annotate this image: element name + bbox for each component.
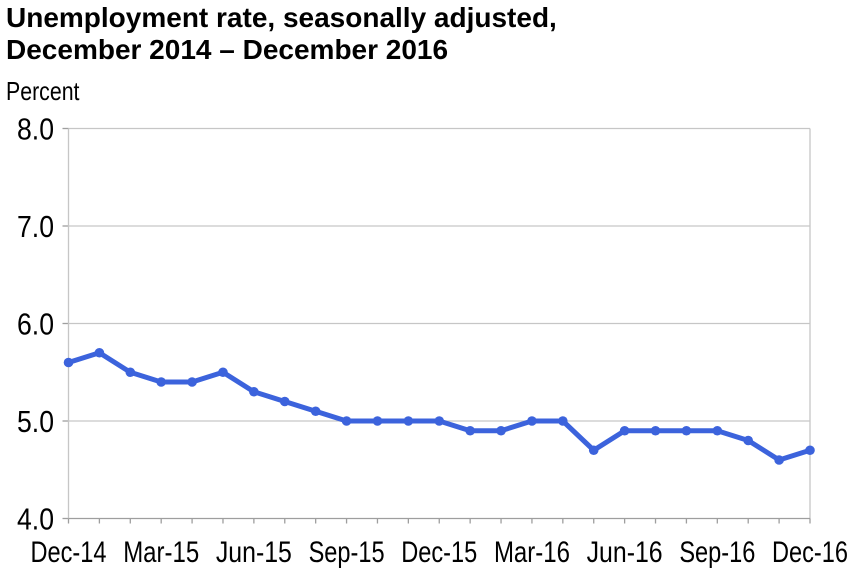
data-point: [743, 435, 754, 446]
y-axis-tick-label: 8.0: [17, 112, 54, 147]
y-axis-tick-label: 5.0: [17, 404, 54, 439]
x-axis-tick-label: Sep-15: [309, 536, 385, 569]
data-point: [94, 347, 105, 358]
data-point: [279, 396, 290, 407]
chart-title: Unemployment rate, seasonally adjusted, …: [6, 2, 557, 66]
y-axis-tick-label: 7.0: [17, 209, 54, 244]
data-point: [558, 416, 568, 426]
data-point: [434, 416, 445, 426]
data-point: [63, 357, 74, 368]
x-axis-tick-label: Mar-16: [494, 536, 570, 569]
x-axis-tick-label: Mar-15: [123, 536, 199, 569]
data-point: [774, 455, 784, 465]
x-axis-tick-label: Jun-16: [587, 536, 663, 569]
y-axis-tick-label: 6.0: [17, 307, 54, 342]
x-axis-tick-label: Jun-15: [216, 536, 292, 569]
y-axis-tick-label: 4.0: [17, 502, 54, 537]
data-point: [650, 425, 661, 436]
data-point: [619, 425, 630, 436]
y-axis-unit-label: Percent: [6, 76, 80, 106]
data-point: [681, 425, 692, 436]
chart-title-line2: December 2014 – December 2016: [6, 34, 449, 65]
chart-title-line1: Unemployment rate, seasonally adjusted,: [6, 2, 557, 33]
data-point: [496, 425, 506, 436]
data-point: [187, 377, 197, 387]
data-point: [403, 416, 414, 426]
data-point: [465, 425, 475, 436]
data-point: [218, 367, 228, 378]
data-point: [712, 425, 723, 436]
data-point: [341, 416, 352, 426]
data-point: [527, 416, 537, 426]
x-axis-tick-label: Dec-16: [772, 536, 848, 569]
data-point: [588, 445, 599, 456]
unemployment-rate-line: [66, 350, 813, 463]
data-point: [156, 377, 166, 387]
x-axis-tick-label: Sep-16: [679, 536, 755, 569]
data-point: [310, 406, 321, 417]
data-point: [805, 445, 815, 456]
data-point: [249, 386, 259, 397]
x-axis-tick-label: Dec-14: [31, 536, 107, 569]
data-point: [372, 416, 383, 426]
data-point: [125, 367, 136, 378]
x-axis-tick-label: Dec-15: [401, 536, 477, 569]
